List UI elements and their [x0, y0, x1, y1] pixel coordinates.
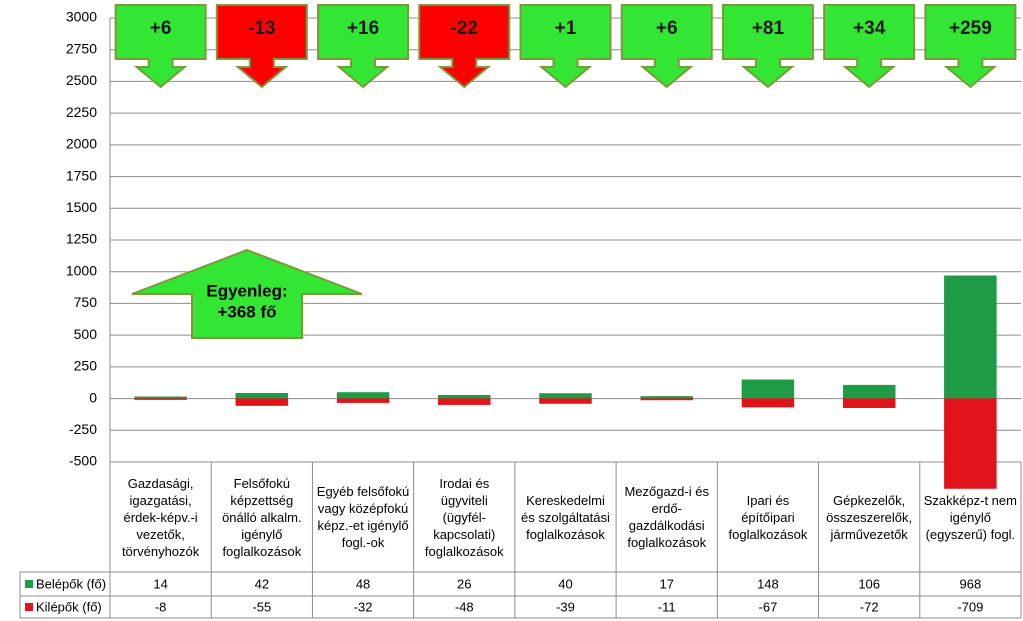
y-tick-label: -250 [69, 421, 97, 437]
y-tick-label: 2000 [66, 136, 97, 152]
y-tick-label: 2500 [66, 72, 97, 88]
table-value: 42 [255, 576, 269, 591]
y-tick-label: 750 [74, 294, 98, 310]
y-tick-label: 3000 [66, 9, 97, 25]
category-label: Egyéb felsőfokú vagy középfokú képz.-et … [316, 484, 410, 550]
category-label: Irodai és ügyviteli (ügyfél-kapcsolati) … [424, 475, 504, 559]
annotation-arrow [924, 4, 1017, 89]
bar [842, 384, 896, 399]
bar [539, 398, 592, 404]
category-label: Felsőfokú képzettség önálló alkalm. igén… [222, 475, 302, 559]
annotation-arrow [823, 4, 916, 89]
annotation-label: +34 [853, 18, 886, 39]
table-value: -8 [155, 599, 167, 614]
bar [336, 392, 390, 399]
table-value: -72 [860, 599, 879, 614]
annotation-arrow [114, 4, 207, 89]
table-value: 48 [356, 576, 370, 591]
y-tick-label: 2250 [66, 104, 97, 120]
table-value: 26 [457, 576, 471, 591]
table-value: -709 [957, 599, 983, 614]
table-value: -55 [252, 599, 271, 614]
bar [944, 398, 997, 489]
bar [235, 392, 289, 399]
table-value: 17 [659, 576, 673, 591]
y-tick-label: 0 [89, 389, 97, 405]
annotation-arrow [215, 4, 308, 89]
annotation-label: +259 [949, 18, 992, 39]
annotation-arrow [317, 4, 410, 89]
legend-label: Kilépők (fő) [36, 599, 102, 614]
annotation-arrow [620, 4, 713, 89]
balance-arrow [131, 248, 363, 339]
annotation-arrow [519, 4, 612, 89]
annotation-label: +81 [752, 18, 785, 39]
bar [944, 275, 997, 399]
category-label: Gépkezelők, összeszerelők, járművezetők [826, 492, 913, 542]
y-tick-label: -500 [69, 453, 97, 469]
bar [438, 395, 491, 399]
annotation-label: +6 [150, 18, 172, 39]
y-tick-label: 250 [74, 358, 98, 374]
annotation-label: +6 [656, 18, 678, 39]
y-tick-label: 500 [74, 326, 98, 342]
annotation-label: +16 [347, 18, 379, 39]
bar [741, 398, 795, 408]
table-value: 14 [153, 576, 167, 591]
category-label: Mezőgazd-i és erdő-gazdálkodási foglalko… [624, 484, 709, 550]
y-tick-label: 1750 [66, 167, 97, 183]
bar [235, 398, 289, 406]
y-tick-label: 1250 [66, 231, 97, 247]
category-label: Gazdasági, igazgatási, érdek-képv.-i vez… [121, 475, 200, 559]
category-label: Ipari és építőipari foglalkozások [728, 492, 808, 542]
annotation-arrow [721, 4, 814, 89]
y-tick-label: 1500 [66, 199, 97, 215]
bar [842, 398, 896, 408]
annotation-arrow [418, 4, 511, 89]
table-value: 40 [558, 576, 572, 591]
y-tick-label: 2750 [66, 40, 97, 56]
table-value: -67 [759, 599, 778, 614]
category-label: Szakképz-t nem igénylő (egyszerű) fogl. [923, 492, 1017, 542]
table-value: 968 [960, 576, 982, 591]
bar [539, 393, 592, 399]
annotation-label: -13 [248, 18, 275, 39]
y-tick-label: 1000 [66, 262, 97, 278]
category-label: Kereskedelmi és szolgáltatási foglalkozá… [521, 492, 610, 542]
balance-label: +368 fő [217, 302, 276, 321]
bar [741, 379, 795, 399]
table-value: -39 [556, 599, 575, 614]
bar [134, 396, 187, 399]
bar [640, 396, 693, 399]
bar [438, 398, 491, 405]
annotation-label: +1 [555, 18, 577, 39]
bar [336, 398, 390, 403]
balance-label: Egyenleg: [206, 281, 287, 300]
table-value: -32 [354, 599, 373, 614]
table-value: -11 [658, 599, 676, 614]
annotation-label: -22 [451, 18, 478, 39]
table-value: -48 [455, 599, 474, 614]
legend-swatch [25, 580, 33, 588]
bar [134, 398, 187, 400]
legend-label: Belépők (fő) [36, 576, 106, 591]
table-value: 106 [858, 576, 880, 591]
legend-swatch [25, 603, 33, 611]
bar [640, 398, 693, 401]
table-value: 148 [757, 576, 779, 591]
